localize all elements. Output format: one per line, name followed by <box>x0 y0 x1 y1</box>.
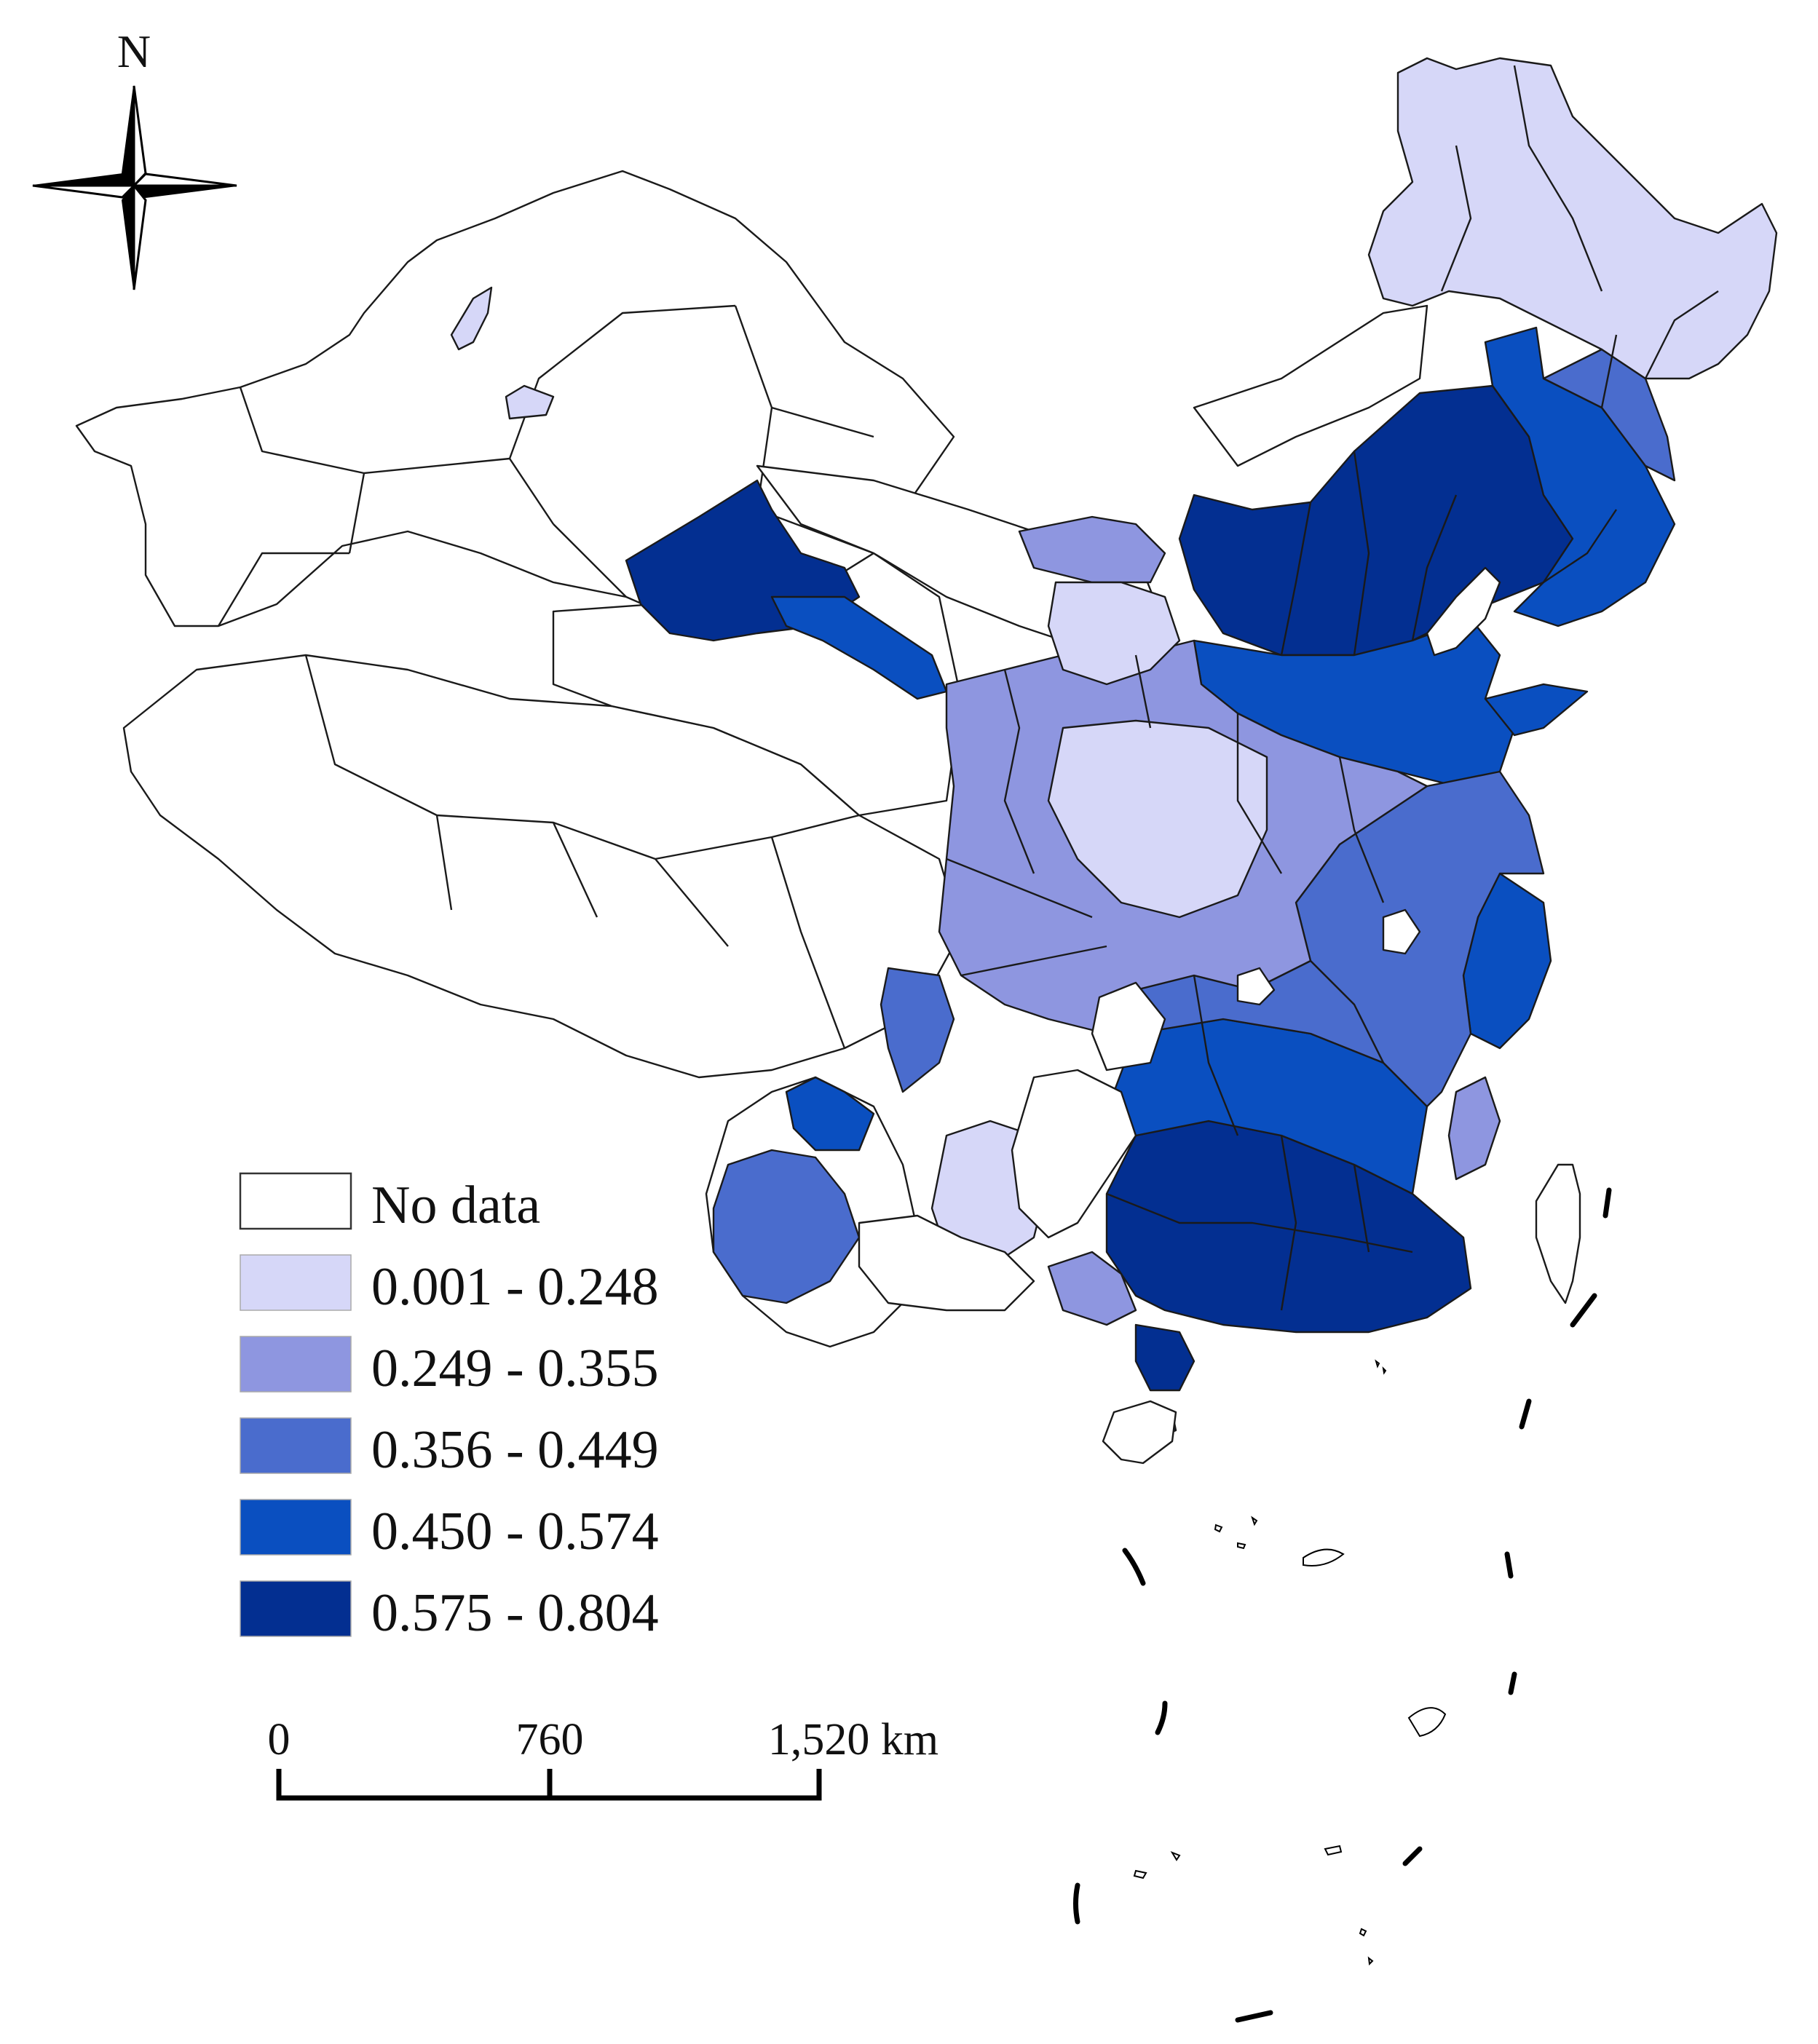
legend-swatch <box>240 1254 352 1311</box>
nine-dash-line <box>1073 1187 1612 2023</box>
legend-label: 0.001 - 0.248 <box>371 1257 659 1317</box>
region-taiwan <box>1535 1163 1581 1304</box>
region-guangxi-no-data <box>858 1214 1035 1312</box>
region-fujian-strip <box>1447 1076 1501 1181</box>
scale-bar: 0 760 1,520 km <box>268 1715 938 1801</box>
legend-item-1: 0.001 - 0.248 <box>240 1254 659 1317</box>
region-guangxi-west <box>1047 1251 1137 1326</box>
region-xj-interior <box>217 304 874 627</box>
scale-tick-label-2: 1,520 km <box>768 1715 938 1764</box>
region-hunan-no-data <box>1011 1069 1137 1239</box>
region-gansu-corridor <box>770 595 948 700</box>
region-yunnan-south <box>712 1149 861 1304</box>
legend-swatch <box>240 1336 352 1393</box>
region-sichuan-east <box>880 967 955 1093</box>
legend: No data 0.001 - 0.248 0.249 - 0.355 0.35… <box>239 1172 659 1643</box>
legend-item-3: 0.356 - 0.449 <box>240 1417 659 1480</box>
region-hubei-no-data <box>1091 981 1166 1071</box>
region-anhui-no-data <box>1382 908 1421 955</box>
scale-bar-line <box>276 1769 822 1801</box>
south-china-sea-islands <box>1133 1359 1447 1966</box>
region-jiangxi-no-data <box>1236 967 1276 1006</box>
region-xinjiang-patch <box>505 384 555 420</box>
region-boundaries-east <box>946 65 1719 1311</box>
choropleth-map <box>75 57 1778 2023</box>
region-hainan <box>1102 1400 1177 1465</box>
region-tibet-interior <box>304 654 860 1049</box>
legend-swatch <box>240 1417 352 1474</box>
legend-label: 0.356 - 0.449 <box>371 1420 659 1480</box>
region-yunnan-pocket <box>785 1076 875 1152</box>
north-arrow: N <box>32 25 237 290</box>
region-class-0356-0449 <box>712 348 1676 1304</box>
region-shandong <box>1484 683 1589 737</box>
north-label: N <box>117 25 151 77</box>
scale-tick-label-0: 0 <box>268 1715 291 1764</box>
legend-item-4: 0.450 - 0.574 <box>240 1499 659 1561</box>
region-henan-central <box>1047 719 1268 919</box>
legend-label: No data <box>371 1176 540 1235</box>
legend-swatch <box>240 1499 352 1556</box>
legend-item-0: No data <box>239 1172 540 1235</box>
legend-item-5: 0.575 - 0.804 <box>240 1580 659 1643</box>
legend-label: 0.575 - 0.804 <box>371 1583 659 1643</box>
legend-label: 0.450 - 0.574 <box>371 1502 659 1561</box>
region-leizhou <box>1134 1323 1195 1392</box>
region-lake-patch <box>450 286 493 351</box>
region-northeast-no-data <box>1193 304 1428 467</box>
region-inner-mongolia-strip <box>1018 515 1166 584</box>
legend-label: 0.249 - 0.355 <box>371 1339 659 1398</box>
legend-item-2: 0.249 - 0.355 <box>240 1336 659 1398</box>
region-class-0450-0574 <box>770 326 1676 1195</box>
scale-tick-label-1: 760 <box>516 1715 584 1764</box>
legend-swatch <box>239 1172 352 1230</box>
region-bohai-bay <box>1426 566 1501 657</box>
region-shanxi-north <box>1047 581 1181 686</box>
legend-swatch <box>240 1580 352 1637</box>
